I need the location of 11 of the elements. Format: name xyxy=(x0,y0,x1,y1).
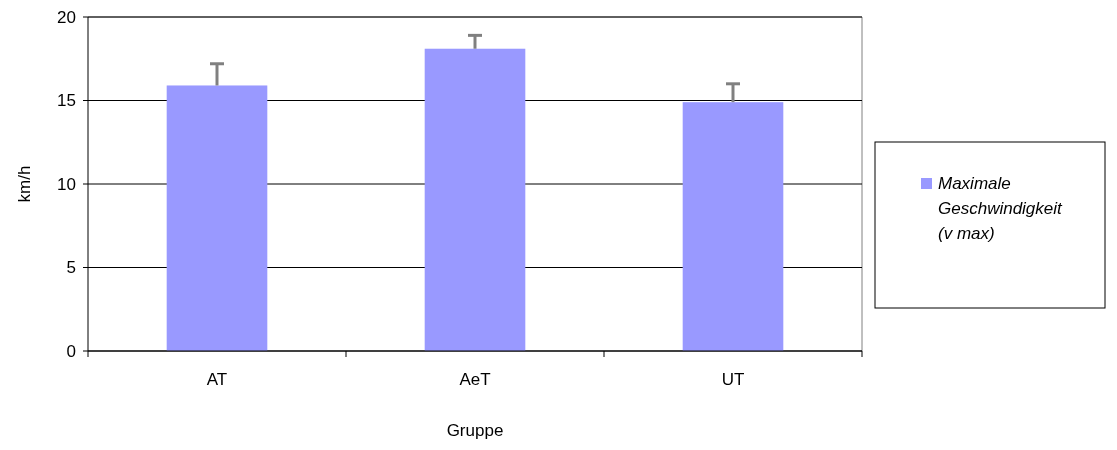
y-tick-label: 5 xyxy=(66,258,76,278)
x-axis-title: Gruppe xyxy=(446,421,504,440)
y-tick-label: 0 xyxy=(66,341,76,361)
x-tick-label: AT xyxy=(206,370,228,389)
y-tick-label: 15 xyxy=(57,91,76,111)
x-tick-label: UT xyxy=(721,370,745,389)
x-tick-label: AeT xyxy=(459,370,491,389)
y-tick-label: 20 xyxy=(57,7,76,27)
y-tick-label: 10 xyxy=(57,174,76,194)
legend-label: Maximale Geschwindigkeit (v max) xyxy=(938,174,1064,243)
y-axis-title: km/h xyxy=(15,165,34,203)
